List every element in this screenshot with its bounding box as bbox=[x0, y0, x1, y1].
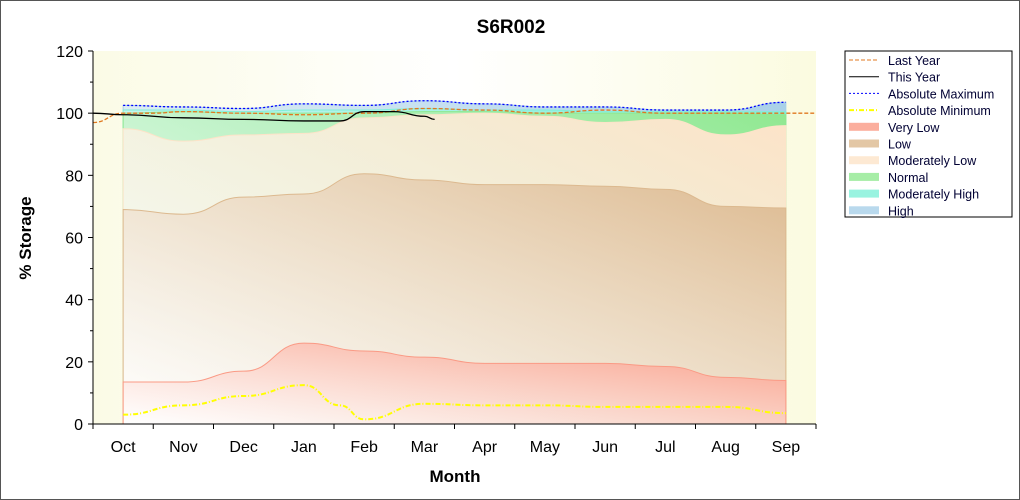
y-tick-label: 0 bbox=[74, 417, 83, 434]
y-tick-label: 80 bbox=[65, 168, 83, 185]
x-axis-label: Month bbox=[430, 467, 481, 486]
legend-swatch bbox=[849, 172, 879, 181]
legend-swatch bbox=[849, 139, 879, 148]
y-tick-label: 100 bbox=[56, 106, 83, 123]
y-axis-label: % Storage bbox=[16, 196, 35, 279]
chart-title: S6R002 bbox=[477, 17, 546, 38]
series-this-year bbox=[92, 110, 435, 122]
x-tick-label: Jun bbox=[592, 439, 618, 456]
legend-swatch bbox=[849, 122, 879, 131]
legend-label: Absolute Minimum bbox=[888, 104, 991, 118]
legend-box bbox=[844, 50, 1013, 218]
legend-label: Very Low bbox=[888, 121, 940, 135]
legend-label: Low bbox=[888, 138, 912, 152]
legend-swatch bbox=[849, 206, 879, 215]
series-last-year bbox=[92, 107, 816, 124]
y-tick-label: 120 bbox=[56, 44, 83, 61]
legend-swatch bbox=[849, 156, 879, 165]
legend-label: High bbox=[888, 204, 914, 218]
x-tick-label: Jan bbox=[291, 439, 317, 456]
x-tick-label: Feb bbox=[350, 439, 378, 456]
y-tick-label: 20 bbox=[65, 355, 83, 372]
x-tick-label: Oct bbox=[111, 439, 136, 456]
y-tick-label: 60 bbox=[65, 231, 83, 248]
y-tick-label: 40 bbox=[65, 293, 83, 310]
series-absolute-minimum bbox=[123, 384, 786, 421]
legend: Last Year This Year Absolute Maximum Absolu… bbox=[844, 50, 1013, 218]
series-absolute-maximum bbox=[123, 100, 786, 111]
x-tick-label: Nov bbox=[169, 439, 197, 456]
x-tick-label: Dec bbox=[229, 439, 257, 456]
x-tick-label: Sep bbox=[772, 439, 801, 456]
x-tick-label: Aug bbox=[711, 439, 739, 456]
x-tick-label: May bbox=[530, 439, 560, 456]
x-tick-label: Jul bbox=[655, 439, 675, 456]
legend-label: Absolute Maximum bbox=[888, 87, 994, 101]
x-tick-label: Apr bbox=[472, 439, 498, 456]
legend-label: Last Year bbox=[888, 54, 940, 68]
legend-label: This Year bbox=[888, 71, 940, 85]
legend-label: Moderately High bbox=[888, 188, 979, 202]
x-tick-label: Mar bbox=[411, 439, 439, 456]
band-very-low bbox=[122, 342, 787, 425]
legend-label: Normal bbox=[888, 171, 928, 185]
legend-swatch bbox=[849, 189, 879, 198]
legend-label: Moderately Low bbox=[888, 154, 977, 168]
